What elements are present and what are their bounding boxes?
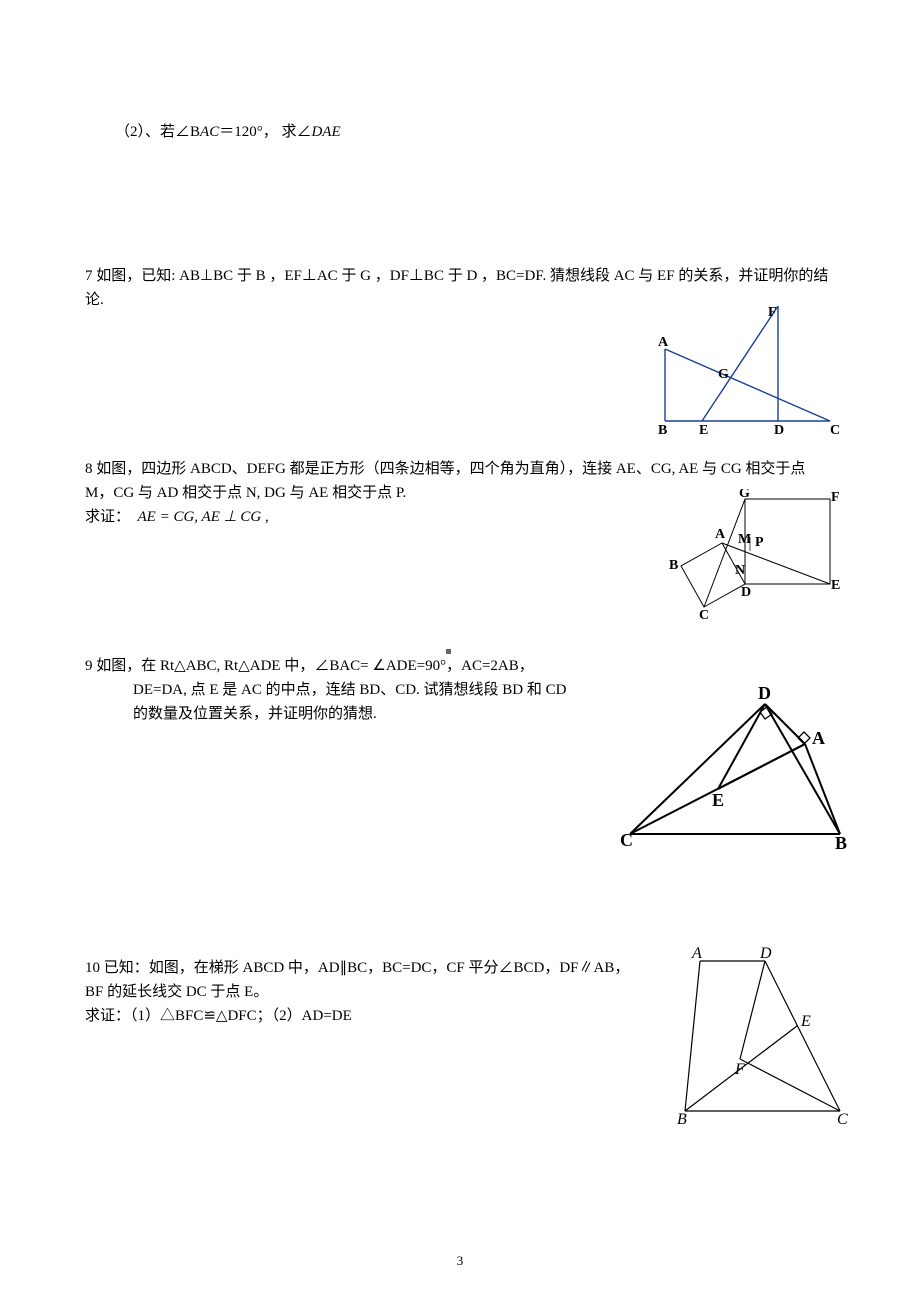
- problem-10: 10 已知：如图，在梯形 ABCD 中，AD∥BC，BC=DC，CF 平分∠BC…: [85, 956, 835, 1028]
- label-E: E: [831, 578, 840, 593]
- problem-text: （2）、若∠BAC＝120°， 求∠DAE: [85, 120, 835, 144]
- trapezoid-diagram: A D B C E F: [665, 946, 850, 1126]
- problem-8: 8 如图，四边形 ABCD、DEFG 都是正方形（四条边相等，四个角为直角），连…: [85, 457, 835, 529]
- text-content: 如图，已知: AB⊥BC 于 B ，EF⊥AC 于 G ，DF⊥BC 于 D ，…: [85, 268, 828, 308]
- label-A: A: [715, 527, 726, 542]
- label-E: E: [699, 423, 708, 436]
- triangle-diagram: A B C D E F G: [650, 306, 845, 436]
- page-number: 3: [0, 1251, 920, 1272]
- line-1: 如图，在 Rt△ABC, Rt△ADE 中，∠BAC= ∠ADE=90°，AC=…: [96, 658, 534, 674]
- label-C: C: [620, 830, 633, 849]
- problem-text: 9 如图，在 Rt△ABC, Rt△ADE 中，∠BAC= ∠ADE=90°，A…: [85, 654, 835, 678]
- rt-triangles-diagram: A B C D E: [620, 684, 850, 849]
- label-N: N: [735, 563, 745, 578]
- problem-number: 10: [85, 960, 100, 976]
- prove-text: （1）△BFC≌△DFC；（2）AD=DE: [130, 1008, 352, 1024]
- label-B: B: [669, 558, 678, 573]
- diagram-p8: A B C D E F G M N P: [655, 489, 845, 637]
- label-C: C: [830, 423, 840, 436]
- label-G: G: [718, 367, 729, 382]
- label-B: B: [658, 423, 667, 436]
- label-A: A: [658, 335, 669, 350]
- problem-number: 8: [85, 461, 93, 477]
- label-E: E: [712, 790, 724, 810]
- label-F: F: [734, 1061, 745, 1078]
- label-C: C: [837, 1111, 848, 1126]
- problem-number: 9: [85, 658, 93, 674]
- diagram-p10: A D B C E F: [665, 946, 850, 1134]
- label-E: E: [800, 1013, 811, 1030]
- problem-6-part-2: （2）、若∠BAC＝120°， 求∠DAE: [85, 120, 835, 144]
- label-M: M: [738, 532, 751, 547]
- squares-diagram: A B C D E F G M N P: [655, 489, 845, 629]
- problem-number: 7: [85, 268, 93, 284]
- label-F: F: [768, 306, 777, 320]
- label-D: D: [758, 684, 771, 703]
- label-D: D: [759, 946, 772, 962]
- prove-expression: AE = CG, AE ⊥ CG ,: [138, 509, 269, 525]
- label-P: P: [755, 535, 764, 550]
- problem-text: 7 如图，已知: AB⊥BC 于 B ，EF⊥AC 于 G ，DF⊥BC 于 D…: [85, 264, 835, 312]
- label-B: B: [835, 833, 847, 849]
- prove-label: 求证：: [85, 1008, 130, 1024]
- label-G: G: [739, 489, 750, 501]
- label-A: A: [691, 946, 702, 962]
- prove-label: 求证：: [85, 509, 130, 525]
- part-text: 若∠BAC＝120°， 求∠DAE: [160, 124, 341, 140]
- label-B: B: [677, 1111, 687, 1126]
- problem-9: 9 如图，在 Rt△ABC, Rt△ADE 中，∠BAC= ∠ADE=90°，A…: [85, 654, 835, 726]
- problem-7: 7 如图，已知: AB⊥BC 于 B ，EF⊥AC 于 G ，DF⊥BC 于 D…: [85, 264, 835, 312]
- diagram-p9: A B C D E: [620, 684, 850, 857]
- diagram-p7: A B C D E F G: [650, 306, 845, 444]
- text-content: 已知：如图，在梯形 ABCD 中，AD∥BC，BC=DC，CF 平分∠BCD，D…: [85, 960, 629, 1000]
- label-D: D: [774, 423, 784, 436]
- part-label: （2）、: [115, 124, 160, 140]
- label-A: A: [812, 728, 825, 748]
- label-C: C: [699, 608, 709, 623]
- label-D: D: [741, 585, 751, 600]
- label-F: F: [831, 490, 840, 505]
